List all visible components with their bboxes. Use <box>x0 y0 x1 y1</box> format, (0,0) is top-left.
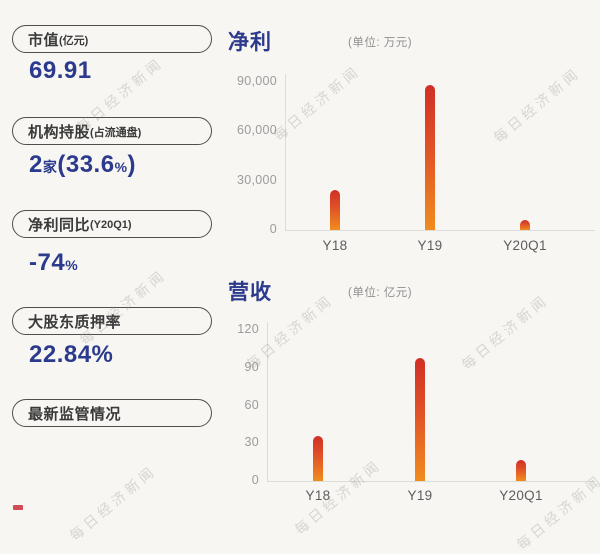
stat-pill-market-cap: 市值 (亿元) <box>12 25 212 53</box>
stat-label-suffix: (占流通盘) <box>90 127 142 139</box>
watermark-text: 每日经济新闻 <box>490 64 584 146</box>
stat-value-institutional-holdings: 2家(33.6%) <box>29 151 136 179</box>
bar-Y18 <box>313 435 323 481</box>
stat-value-net-profit-yoy: -74% <box>29 249 78 277</box>
red-dash-marker <box>13 505 23 510</box>
bar-Y20Q1 <box>520 220 530 230</box>
x-tick-label: Y20Q1 <box>503 238 547 253</box>
stat-label: 最新监管情况 <box>28 405 122 423</box>
y-tick-label: 60 <box>244 397 259 412</box>
stat-value-market-cap: 69.91 <box>29 57 92 85</box>
stat-label-suffix: (Y20Q1) <box>90 219 132 231</box>
bar-Y19 <box>425 85 435 230</box>
y-tick-label: 90 <box>244 359 259 374</box>
bar-Y20Q1 <box>516 459 526 481</box>
stat-pill-pledge-ratio: 大股东质押率 <box>12 307 212 335</box>
bar-Y19 <box>415 357 425 481</box>
y-tick-label: 60,000 <box>236 123 277 138</box>
stat-label: 市值 <box>28 31 60 49</box>
x-tick-label: Y20Q1 <box>499 488 543 503</box>
watermark-text: 每日经济新闻 <box>513 471 600 553</box>
y-tick-label: 120 <box>237 322 259 336</box>
stat-pill-net-profit-yoy: 净利同比 (Y20Q1) <box>12 210 212 238</box>
stat-label: 净利同比 <box>28 216 91 234</box>
y-tick-label: 90,000 <box>236 74 277 88</box>
stat-pill-institutional-holdings: 机构持股 (占流通盘) <box>12 117 212 145</box>
chart-unit-revenue: (单位: 亿元) <box>348 287 413 299</box>
stat-value-pledge-ratio: 22.84% <box>29 341 113 369</box>
x-tick-label: Y18 <box>322 238 348 253</box>
watermark-text: 每日经济新闻 <box>270 62 364 144</box>
chart-unit-net-profit: (单位: 万元) <box>348 37 413 49</box>
stat-label: 大股东质押率 <box>28 313 122 331</box>
stat-pill-latest-regulation: 最新监管情况 <box>12 399 212 427</box>
y-tick-label: 0 <box>251 473 259 487</box>
stat-value-part: (33.6 <box>57 151 115 178</box>
bar-Y18 <box>330 189 340 230</box>
x-axis-line <box>285 230 595 231</box>
chart-title-revenue: 营收 <box>228 281 272 304</box>
x-tick-label: Y19 <box>417 238 443 253</box>
stat-value-part: % <box>65 257 79 273</box>
stat-value-part: 69.91 <box>29 57 92 84</box>
stat-label: 机构持股 <box>28 123 91 141</box>
stat-value-part: 22.84% <box>29 341 114 368</box>
y-tick-label: 30,000 <box>236 172 277 187</box>
x-tick-label: Y19 <box>407 488 433 503</box>
stat-label-suffix: (亿元) <box>59 35 89 47</box>
x-axis-line <box>267 481 595 482</box>
chart-title-net-profit: 净利 <box>228 31 272 54</box>
watermark-text: 每日经济新闻 <box>458 291 552 373</box>
y-axis-line <box>267 322 268 481</box>
stat-value-part: 2 <box>29 151 43 178</box>
watermark-text: 每日经济新闻 <box>66 462 160 544</box>
stat-value-part: -74 <box>29 249 66 276</box>
y-axis-line <box>285 74 286 230</box>
y-tick-label: 0 <box>269 222 277 236</box>
infographic-panel: 市值 (亿元) 69.91 机构持股 (占流通盘) 2家(33.6%) 净利同比 (Y… <box>12 25 600 553</box>
stat-value-part: % <box>114 159 128 175</box>
x-tick-label: Y18 <box>305 488 331 503</box>
y-tick-label: 30 <box>244 435 259 450</box>
stat-value-part: 家 <box>42 159 58 175</box>
stat-value-part: ) <box>127 151 137 178</box>
